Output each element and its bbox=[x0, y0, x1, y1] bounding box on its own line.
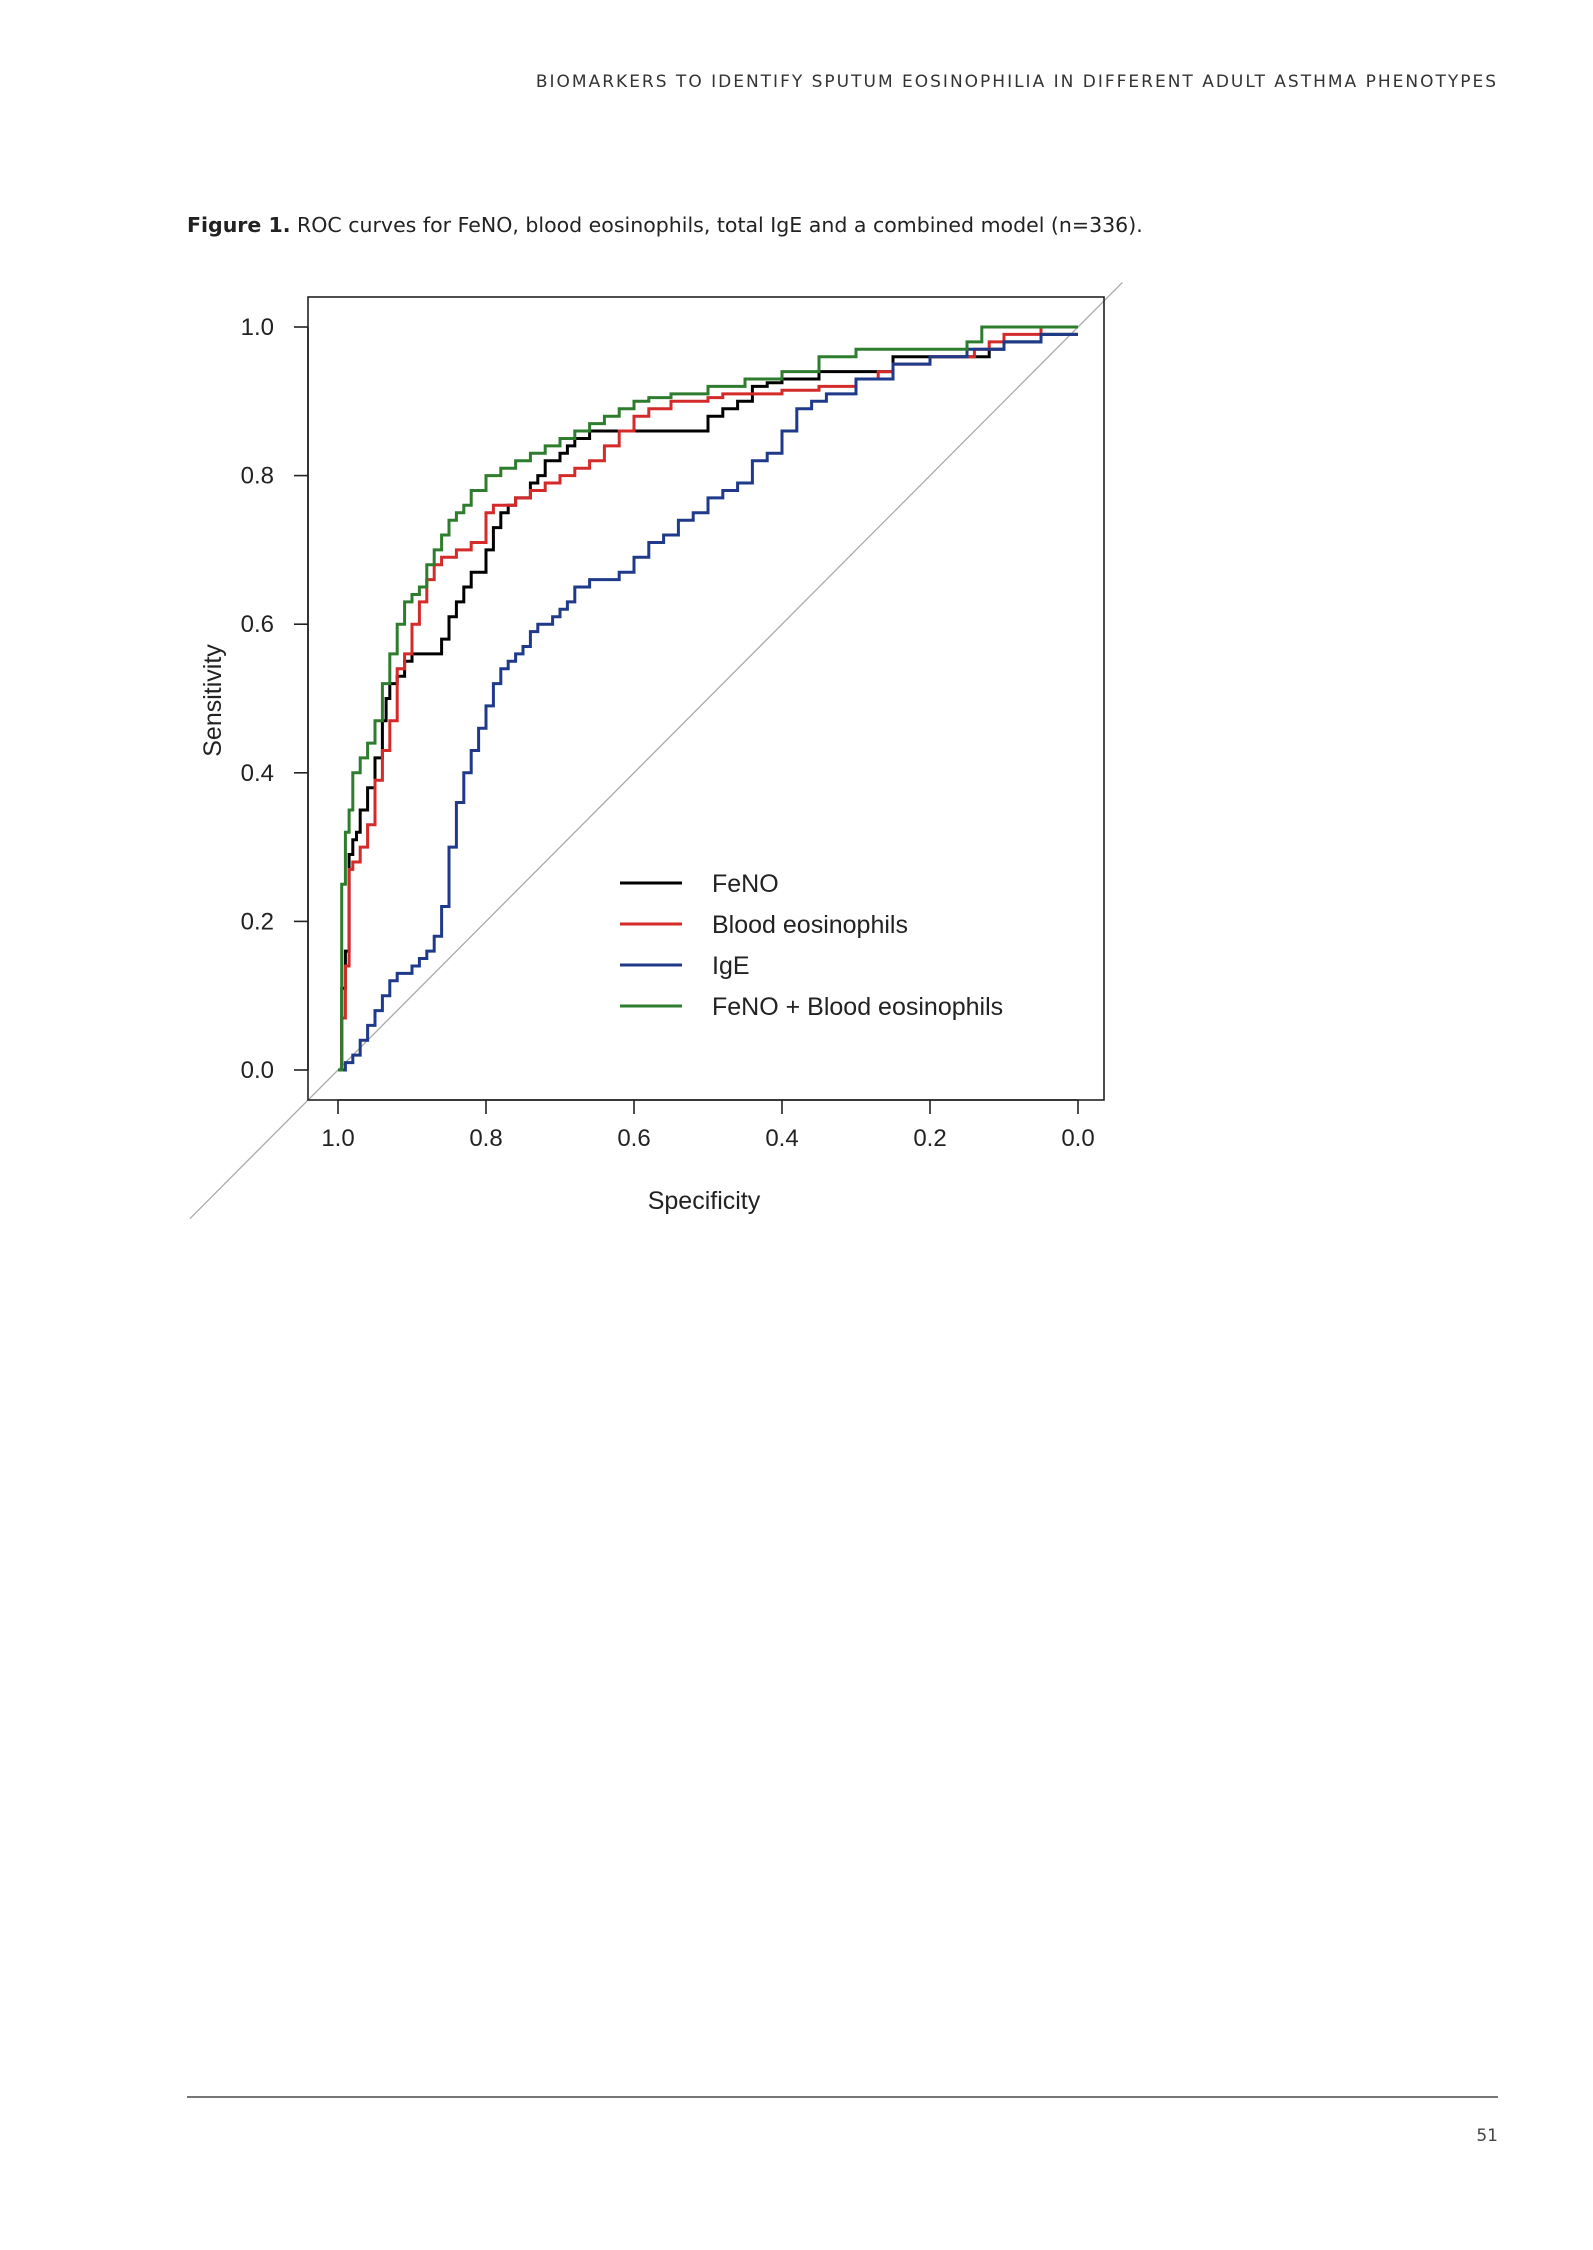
y-tick-label: 0.6 bbox=[241, 611, 274, 638]
legend: FeNO Blood eosinophils IgE FeNO + Blood eos… bbox=[620, 870, 1003, 1021]
x-tick-label: 0.6 bbox=[617, 1125, 650, 1152]
y-tick-label: 0.8 bbox=[241, 463, 274, 490]
figure-caption-text: ROC curves for FeNO, blood eosinophils, … bbox=[290, 213, 1143, 237]
roc-curve-feno bbox=[338, 332, 1078, 1072]
roc-curve-feno-blood-eosinophils bbox=[338, 325, 1078, 1072]
x-axis-label: Specificity bbox=[648, 1187, 761, 1215]
diagonal-reference-line bbox=[189, 281, 1123, 1220]
legend-label: FeNO + Blood eosinophils bbox=[712, 993, 1003, 1021]
x-tick-label: 0.2 bbox=[913, 1125, 946, 1152]
y-tick-label: 0.0 bbox=[241, 1057, 274, 1084]
y-tick-label: 1.0 bbox=[241, 314, 274, 341]
x-tick-label: 1.0 bbox=[321, 1125, 354, 1152]
x-tick-label: 0.8 bbox=[469, 1125, 502, 1152]
legend-label: Blood eosinophils bbox=[712, 911, 908, 939]
footer-rule bbox=[187, 2096, 1498, 2098]
running-header: BIOMARKERS TO IDENTIFY SPUTUM EOSINOPHIL… bbox=[535, 72, 1498, 92]
x-tick-label: 0.0 bbox=[1061, 1125, 1094, 1152]
y-tick-label: 0.4 bbox=[241, 760, 274, 787]
roc-curve-ige bbox=[338, 332, 1078, 1072]
y-tick-label: 0.2 bbox=[241, 908, 274, 935]
figure-label: Figure 1. bbox=[187, 213, 291, 237]
x-tick-label: 0.4 bbox=[765, 1125, 798, 1152]
figure-caption: Figure 1. ROC curves for FeNO, blood eos… bbox=[187, 213, 1143, 237]
legend-label: FeNO bbox=[712, 870, 779, 898]
y-axis-label: Sensitivity bbox=[199, 644, 227, 757]
legend-label: IgE bbox=[712, 952, 750, 980]
page-number: 51 bbox=[1476, 2126, 1498, 2146]
